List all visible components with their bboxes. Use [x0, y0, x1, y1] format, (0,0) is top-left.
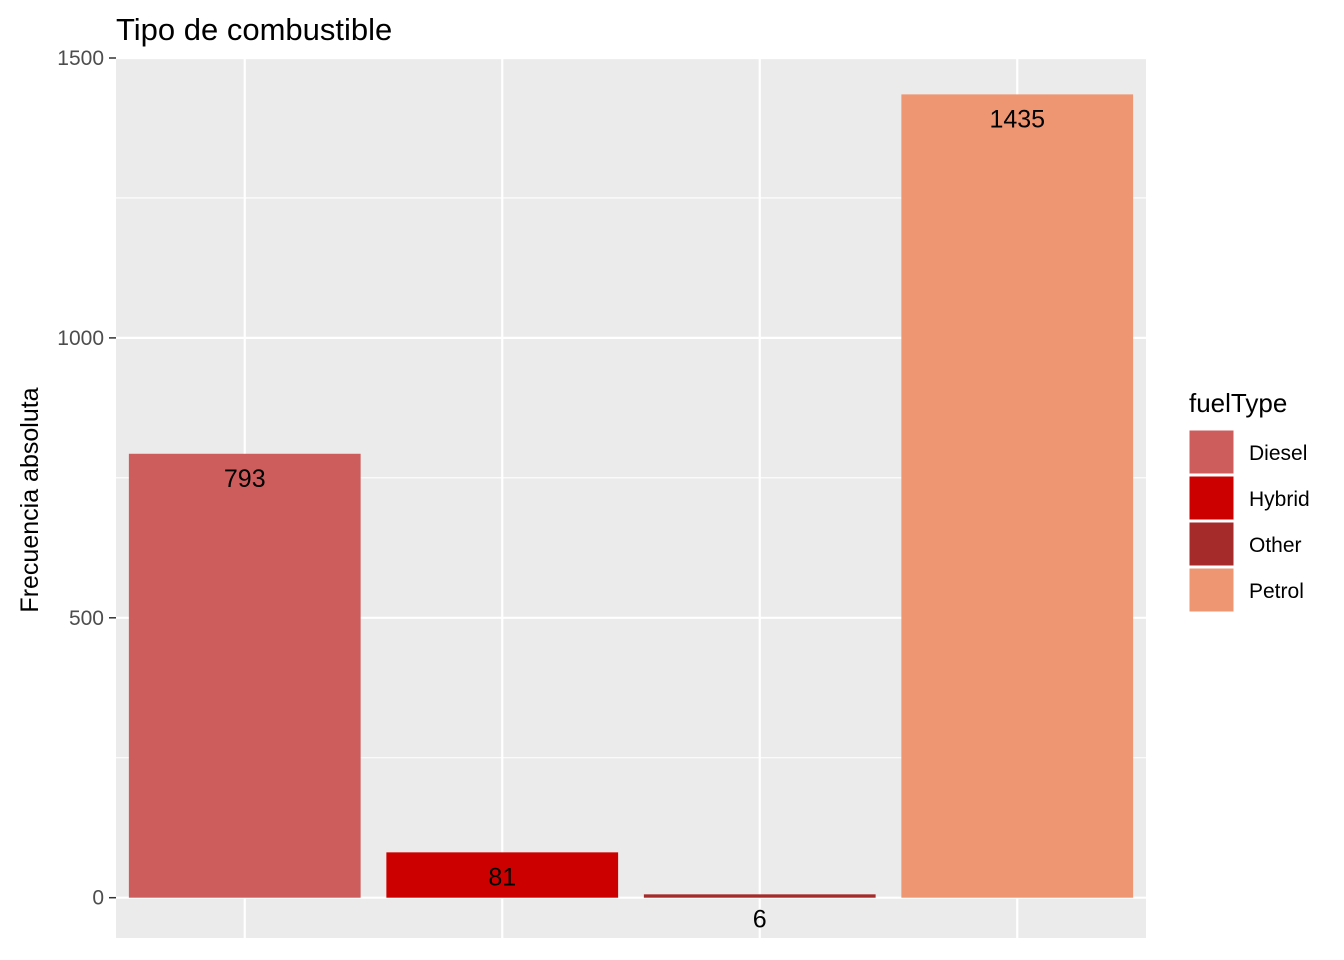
bar-other: [643, 894, 876, 898]
legend-label-petrol: Petrol: [1249, 580, 1304, 603]
legend-title: fuelType: [1189, 388, 1287, 418]
data-label-petrol: 1435: [989, 105, 1045, 133]
data-label-diesel: 793: [224, 465, 266, 493]
y-tick-label: 0: [92, 887, 104, 910]
y-axis-label: Frecuencia absoluta: [16, 387, 44, 612]
legend-label-diesel: Diesel: [1249, 442, 1307, 465]
legend-key-other: [1188, 521, 1235, 567]
y-axis: 0 500 1000 1500: [57, 47, 116, 910]
legend-key-petrol: [1188, 567, 1235, 613]
bars: [128, 94, 1134, 898]
bar-petrol: [901, 94, 1134, 898]
bar-labels: 793 81 6 1435: [224, 105, 1045, 933]
bar-diesel: [128, 453, 361, 898]
legend-key-hybrid: [1188, 475, 1235, 521]
data-label-other: 6: [753, 905, 767, 933]
bar-hybrid: [386, 852, 619, 898]
legend-label-other: Other: [1249, 534, 1302, 557]
y-tick-label: 1000: [57, 327, 104, 350]
y-tick-label: 500: [69, 607, 104, 630]
data-label-hybrid: 81: [488, 863, 516, 891]
chart-title: Tipo de combustible: [116, 12, 392, 47]
legend-label-hybrid: Hybrid: [1249, 488, 1310, 511]
y-tick-label: 1500: [57, 47, 104, 70]
legend: fuelType Diesel Hybrid Other Petrol: [1188, 388, 1310, 613]
legend-key-diesel: [1188, 429, 1235, 475]
